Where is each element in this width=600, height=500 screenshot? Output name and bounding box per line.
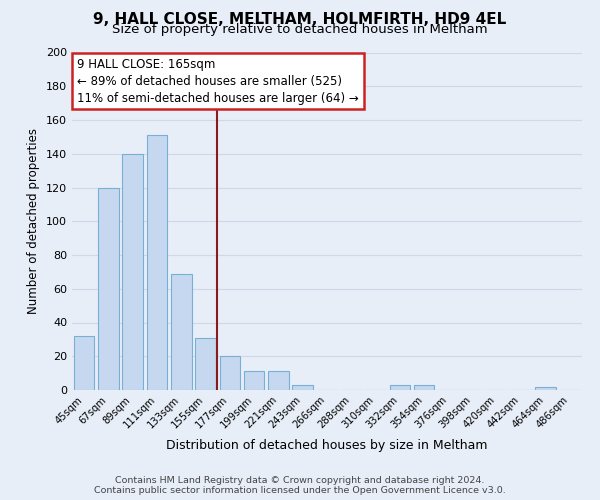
- Text: Contains HM Land Registry data © Crown copyright and database right 2024.
Contai: Contains HM Land Registry data © Crown c…: [94, 476, 506, 495]
- Bar: [268, 372, 289, 390]
- Bar: [292, 385, 313, 390]
- Bar: [220, 356, 240, 390]
- Y-axis label: Number of detached properties: Number of detached properties: [28, 128, 40, 314]
- Bar: [195, 338, 216, 390]
- Bar: [171, 274, 191, 390]
- X-axis label: Distribution of detached houses by size in Meltham: Distribution of detached houses by size …: [166, 439, 488, 452]
- Bar: [414, 385, 434, 390]
- Bar: [74, 336, 94, 390]
- Bar: [122, 154, 143, 390]
- Bar: [244, 372, 265, 390]
- Bar: [146, 135, 167, 390]
- Text: Size of property relative to detached houses in Meltham: Size of property relative to detached ho…: [112, 24, 488, 36]
- Text: 9, HALL CLOSE, MELTHAM, HOLMFIRTH, HD9 4EL: 9, HALL CLOSE, MELTHAM, HOLMFIRTH, HD9 4…: [94, 12, 506, 28]
- Bar: [389, 385, 410, 390]
- Bar: [535, 386, 556, 390]
- Text: 9 HALL CLOSE: 165sqm
← 89% of detached houses are smaller (525)
11% of semi-deta: 9 HALL CLOSE: 165sqm ← 89% of detached h…: [77, 58, 359, 104]
- Bar: [98, 188, 119, 390]
